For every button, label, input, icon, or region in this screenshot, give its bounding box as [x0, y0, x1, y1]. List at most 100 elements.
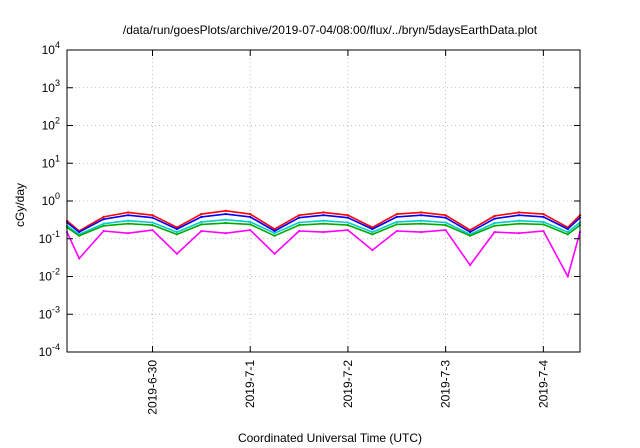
- data-point: [151, 229, 154, 232]
- data-point: [224, 222, 227, 225]
- data-point: [566, 275, 569, 278]
- data-point: [346, 221, 349, 224]
- data-point: [273, 234, 276, 237]
- y-tick-label: 103: [42, 78, 60, 95]
- data-point: [566, 228, 569, 231]
- data-point: [420, 222, 423, 225]
- data-point: [395, 215, 398, 218]
- y-tick-label: 101: [42, 153, 60, 170]
- y-tick-label: 10-4: [39, 342, 60, 359]
- data-point: [371, 231, 374, 234]
- data-point: [298, 221, 301, 224]
- data-point: [151, 214, 154, 217]
- data-point: [493, 222, 496, 225]
- data-point: [395, 220, 398, 223]
- data-point: [493, 224, 496, 227]
- data-point: [298, 214, 301, 217]
- data-point: [78, 234, 81, 237]
- data-point: [175, 228, 178, 231]
- data-point: [102, 229, 105, 233]
- x-tick-label: 2019-7-4: [536, 360, 550, 408]
- data-point: [542, 215, 545, 218]
- data-point: [444, 229, 447, 232]
- series-lines: [65, 209, 582, 278]
- data-point: [493, 231, 496, 234]
- data-point: [249, 223, 252, 226]
- data-point: [175, 231, 178, 234]
- x-tick-label: 2019-7-2: [341, 360, 355, 408]
- series-line-4: [66, 222, 581, 237]
- data-point: [249, 220, 252, 223]
- data-point: [517, 232, 521, 235]
- data-point: [493, 214, 496, 218]
- data-point: [273, 232, 276, 235]
- data-point: [493, 217, 496, 220]
- data-point: [469, 234, 472, 237]
- data-point: [322, 219, 325, 222]
- data-point: [200, 220, 203, 223]
- data-point: [395, 229, 398, 233]
- data-point: [249, 229, 252, 232]
- data-point: [151, 224, 154, 227]
- data-point: [566, 231, 569, 234]
- data-point: [469, 229, 472, 232]
- data-point: [224, 213, 227, 216]
- data-point: [542, 229, 545, 233]
- data-point: [322, 222, 325, 225]
- data-point: [420, 219, 423, 222]
- data-point: [298, 229, 301, 233]
- data-point: [224, 232, 227, 235]
- data-point: [469, 264, 472, 267]
- data-point: [444, 221, 447, 224]
- data-point: [78, 257, 81, 260]
- data-point: [200, 229, 203, 233]
- data-point: [444, 214, 447, 217]
- data-point: [102, 215, 105, 218]
- data-point: [420, 211, 423, 214]
- y-tick-label: 10-3: [39, 304, 60, 321]
- data-point: [517, 219, 521, 222]
- data-point: [127, 222, 130, 225]
- data-point: [371, 233, 374, 236]
- data-point: [175, 252, 178, 255]
- data-point: [444, 224, 447, 227]
- data-point: [395, 223, 398, 226]
- data-point: [102, 222, 105, 225]
- x-tick-label: 2019-7-1: [243, 360, 257, 408]
- data-point: [224, 218, 227, 221]
- chart-title: /data/run/goesPlots/archive/2019-07-04/0…: [123, 23, 538, 37]
- data-point: [517, 211, 521, 214]
- y-tick-label: 10-1: [39, 229, 60, 246]
- y-tick-label: 104: [42, 40, 60, 57]
- data-point: [127, 219, 130, 222]
- data-point: [542, 213, 545, 216]
- data-point: [322, 214, 325, 217]
- data-point: [200, 215, 203, 218]
- data-point: [371, 249, 374, 252]
- data-point: [151, 216, 154, 219]
- data-point: [322, 211, 325, 214]
- data-point: [517, 222, 521, 225]
- data-point: [151, 221, 154, 224]
- y-tick-label: 100: [42, 191, 60, 208]
- data-point: [371, 228, 374, 231]
- x-tick-label: 2019-6-30: [146, 360, 160, 415]
- data-point: [200, 213, 203, 216]
- x-tick-label: 2019-7-3: [439, 360, 453, 408]
- data-point: [78, 231, 81, 234]
- y-tick-label: 102: [42, 116, 60, 133]
- data-point: [542, 220, 545, 223]
- data-point: [127, 214, 130, 217]
- data-point: [346, 224, 349, 227]
- data-point: [469, 231, 472, 234]
- data-point: [127, 232, 130, 235]
- data-point: [346, 216, 349, 219]
- data-point: [566, 233, 569, 236]
- data-point: [273, 229, 276, 233]
- data-point: [298, 216, 301, 219]
- data-point: [200, 223, 203, 226]
- y-tick-label: 10-2: [39, 267, 60, 284]
- grid-lines: [67, 50, 580, 352]
